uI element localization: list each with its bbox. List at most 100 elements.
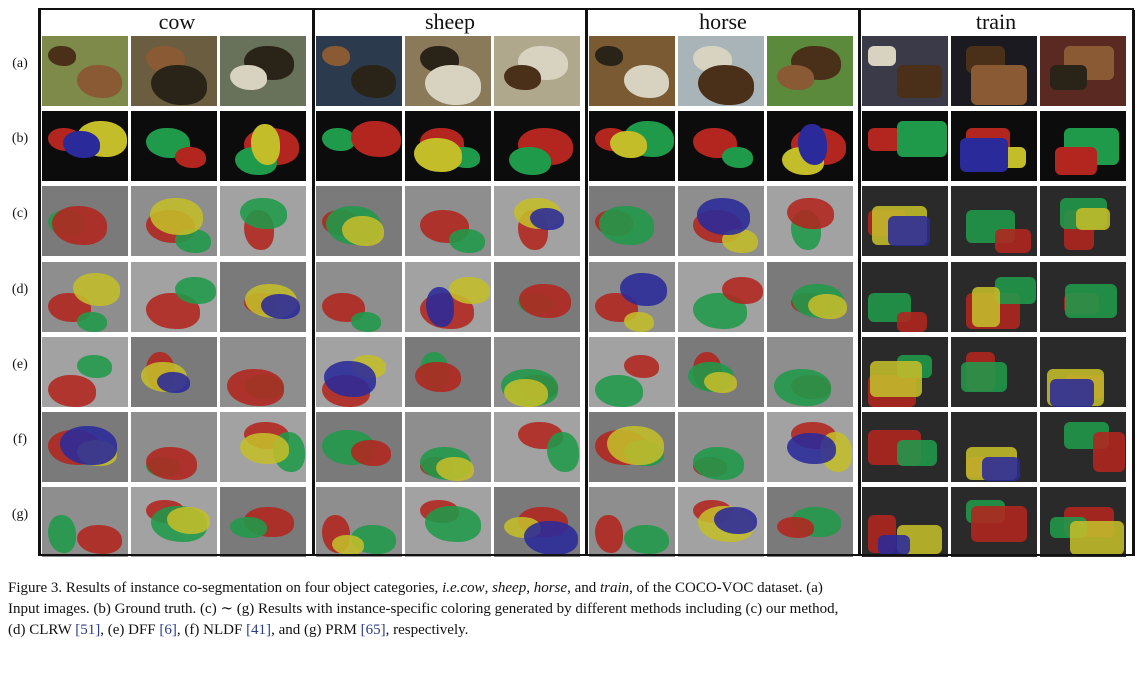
divider-left: [38, 10, 41, 556]
caption-text: , and (g) PRM: [271, 622, 361, 638]
segment-shape: [157, 372, 190, 393]
cow-prm-image-1: [42, 487, 128, 557]
train-clrw-image-1: [862, 262, 948, 332]
segment-shape: [351, 440, 391, 466]
segment-shape: [960, 138, 1008, 172]
train-ours-image-1: [862, 186, 948, 256]
segment-shape: [351, 121, 401, 157]
segment-shape: [878, 535, 910, 555]
horse-ours-image-1: [589, 186, 675, 256]
horse-clrw-image-2: [678, 262, 764, 332]
sheep-prm-image-2: [405, 487, 491, 557]
sheep-clrw-image-1: [316, 262, 402, 332]
train-clrw-image-2: [951, 262, 1037, 332]
citation-link-51[interactable]: [51]: [75, 622, 101, 638]
segment-shape: [77, 65, 122, 98]
sheep-nldf-image-3: [494, 412, 580, 482]
sheep-nldf-image-1: [316, 412, 402, 482]
train-dff-image-1: [862, 337, 948, 407]
segment-shape: [77, 355, 112, 378]
segment-shape: [870, 361, 922, 397]
segment-shape: [530, 208, 564, 230]
train-clrw-image-3: [1040, 262, 1126, 332]
segment-shape: [722, 147, 753, 168]
row-label-d: (d): [11, 282, 29, 297]
caption-text: (d) CLRW: [8, 622, 76, 638]
segment-shape: [146, 447, 197, 480]
segment-shape: [332, 535, 364, 555]
segment-shape: [1065, 284, 1117, 318]
cow-dff-image-3: [220, 337, 306, 407]
train-prm-image-2: [951, 487, 1037, 557]
segment-shape: [322, 46, 350, 66]
train-ours-image-2: [951, 186, 1037, 256]
horse-ours-image-3: [767, 186, 853, 256]
column-header-train: train: [975, 9, 1017, 34]
segment-shape: [777, 517, 814, 538]
horse-ground-truth-image-1: [589, 111, 675, 181]
segment-shape: [351, 65, 396, 98]
train-ground-truth-image-2: [951, 111, 1037, 181]
figure-caption: Figure 3. Results of instance co-segment…: [8, 578, 1138, 641]
cow-clrw-image-2: [131, 262, 217, 332]
horse-nldf-image-3: [767, 412, 853, 482]
segment-shape: [240, 433, 289, 464]
caption-italic-ie: i.e.cow: [442, 580, 485, 596]
cow-nldf-image-1: [42, 412, 128, 482]
train-input-image-3: [1040, 36, 1126, 106]
segment-shape: [972, 287, 1000, 327]
sheep-prm-image-1: [316, 487, 402, 557]
cow-dff-image-2: [131, 337, 217, 407]
horse-nldf-image-1: [589, 412, 675, 482]
cow-ours-image-2: [131, 186, 217, 256]
segment-shape: [509, 147, 551, 175]
segment-shape: [230, 65, 267, 90]
segment-shape: [426, 287, 454, 327]
segment-shape: [808, 294, 847, 319]
segment-shape: [697, 198, 750, 235]
segment-shape: [1055, 147, 1097, 175]
sheep-dff-image-1: [316, 337, 402, 407]
citation-link-41[interactable]: [41]: [246, 622, 272, 638]
train-dff-image-3: [1040, 337, 1126, 407]
horse-prm-image-1: [589, 487, 675, 557]
sheep-clrw-image-2: [405, 262, 491, 332]
sheep-ours-image-3: [494, 186, 580, 256]
segment-shape: [787, 198, 834, 229]
train-ours-image-3: [1040, 186, 1126, 256]
cow-ground-truth-image-3: [220, 111, 306, 181]
cow-input-image-3: [220, 36, 306, 106]
horse-nldf-image-2: [678, 412, 764, 482]
citation-link-65[interactable]: [65]: [360, 622, 386, 638]
sheep-ground-truth-image-3: [494, 111, 580, 181]
segment-shape: [595, 46, 623, 66]
caption-line-1: Figure 3. Results of instance co-segment…: [8, 578, 1138, 599]
segment-shape: [77, 312, 107, 332]
caption-italic-train: train: [599, 580, 630, 596]
row-label-g: (g): [11, 507, 29, 522]
cow-clrw-image-1: [42, 262, 128, 332]
segment-shape: [547, 432, 579, 472]
segment-shape: [774, 369, 831, 406]
segment-shape: [240, 198, 287, 229]
segment-shape: [868, 128, 901, 151]
segment-shape: [995, 277, 1036, 304]
horse-clrw-image-1: [589, 262, 675, 332]
citation-link-6[interactable]: [6]: [159, 622, 177, 638]
row-label-a: (a): [12, 56, 28, 71]
sheep-dff-image-2: [405, 337, 491, 407]
segment-shape: [48, 46, 76, 66]
segment-shape: [620, 273, 667, 306]
caption-text: , (e) DFF: [100, 622, 160, 638]
segment-shape: [230, 517, 267, 538]
segment-shape: [1093, 432, 1125, 472]
segment-shape: [995, 229, 1031, 253]
caption-text: , respectively.: [385, 622, 469, 638]
horse-ground-truth-image-3: [767, 111, 853, 181]
segment-shape: [63, 131, 100, 158]
divider-cow-sheep: [312, 10, 315, 556]
segment-shape: [48, 515, 76, 553]
divider-horse-train: [858, 10, 861, 556]
segment-shape: [449, 277, 490, 304]
segment-shape: [624, 525, 669, 554]
